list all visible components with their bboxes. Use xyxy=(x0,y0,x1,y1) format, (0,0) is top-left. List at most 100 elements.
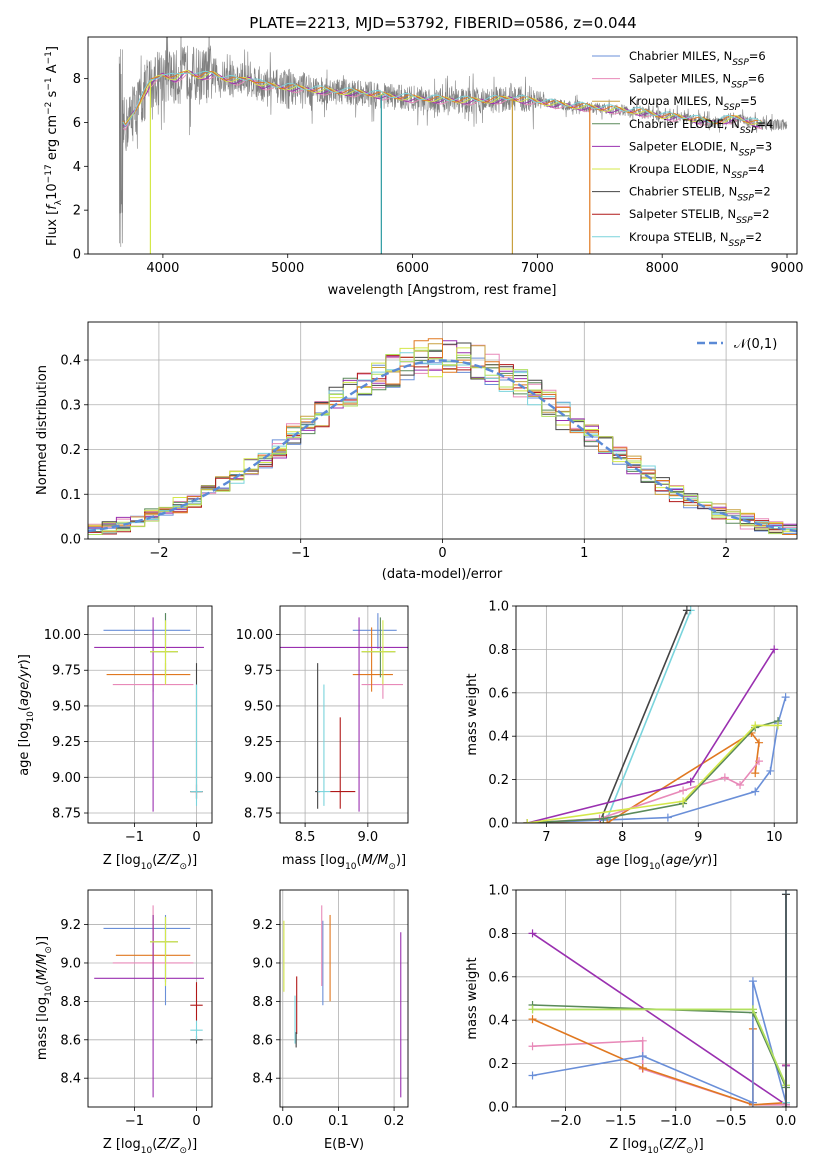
axes-frame xyxy=(279,889,409,1108)
legend-label: Kroupa STELIB, NSSP=2 xyxy=(629,230,762,249)
x-tick-label: 0 xyxy=(192,1114,200,1129)
weight-marker xyxy=(523,819,532,823)
axes-frame xyxy=(515,605,798,824)
y-tick-label: 8.4 xyxy=(60,1072,81,1087)
normal-curve xyxy=(88,359,797,533)
y-tick-label: 0.4 xyxy=(60,354,81,369)
axes-frame xyxy=(515,889,798,1108)
y-tick-label: 0.2 xyxy=(60,443,81,458)
plot-area-mass-vs-EBV xyxy=(283,905,402,1098)
spectrum-legend: Chabrier MILES, NSSP=6 Salpeter MILES, NS… xyxy=(592,49,773,249)
y-axis-label: Normed distribution xyxy=(35,365,50,495)
weight-marker xyxy=(603,819,612,823)
x-axis-label: (data-model)/error xyxy=(382,567,503,582)
y-tick-label: 0.8 xyxy=(488,927,509,942)
plot-area-age-vs-mass xyxy=(280,613,408,812)
y-tick-label: 9.00 xyxy=(52,771,81,786)
x-tick-label: 7000 xyxy=(521,261,554,276)
y-tick-label: 0.2 xyxy=(488,773,509,788)
y-tick-label: 9.2 xyxy=(60,918,81,933)
x-tick-label: −2.0 xyxy=(550,1114,582,1129)
legend-label: 𝒩(0,1) xyxy=(734,337,777,352)
legend-label: Salpeter ELODIE, NSSP=3 xyxy=(629,139,772,158)
y-tick-label: 8 xyxy=(73,72,81,87)
y-axis-label: age [log10(age/yr)] xyxy=(17,654,36,776)
y-tick-label: 9.2 xyxy=(252,918,273,933)
axes-spectrum: 4000 5000 6000 7000 8000 9000 0 2 4 6 8 Chabrier MI… xyxy=(44,36,804,298)
y-tick-label: 1.0 xyxy=(488,884,509,899)
x-tick-label: 4000 xyxy=(146,261,179,276)
y-tick-label: 0.0 xyxy=(488,817,509,832)
legend-label: Salpeter STELIB, NSSP=2 xyxy=(629,207,770,226)
y-tick-label: 8.6 xyxy=(252,1033,273,1048)
model-spectrum xyxy=(122,69,763,128)
legend-label: Chabrier ELODIE, NSSP=4 xyxy=(629,117,773,136)
x-axis-label: wavelength [Angstrom, rest frame] xyxy=(328,283,557,298)
legend-label: Chabrier STELIB, NSSP=2 xyxy=(629,185,771,204)
plot-area-weight-vs-Z xyxy=(528,890,790,1107)
x-tick-label: 9.0 xyxy=(357,830,378,845)
x-axis-label: age [log10(age/yr)] xyxy=(596,853,718,872)
y-tick-label: 0.6 xyxy=(488,686,509,701)
axes-mass-vs-Z: −1 0 8.4 8.6 8.8 9.0 9.2 Z [log10(Z/Z⊙)] mass [l… xyxy=(35,889,213,1156)
y-tick-label: 8.8 xyxy=(252,995,273,1010)
x-axis-label: E(B-V) xyxy=(324,1137,364,1152)
y-tick-label: 9.50 xyxy=(244,699,273,714)
x-tick-label: 0.2 xyxy=(384,1114,405,1129)
y-tick-label: 9.0 xyxy=(60,956,81,971)
x-tick-label: −2 xyxy=(149,546,168,561)
y-tick-label: 8.6 xyxy=(60,1033,81,1048)
axes-weight-vs-age: 7 8 9 10 0.0 0.2 0.4 0.6 0.8 1.0 age [log10(age/yr… xyxy=(465,600,798,872)
x-tick-label: 8.5 xyxy=(295,830,316,845)
weight-series xyxy=(527,696,787,823)
weight-marker xyxy=(748,977,757,986)
weight-marker xyxy=(748,1005,757,1014)
y-tick-label: 0.4 xyxy=(488,1014,509,1029)
weight-marker xyxy=(679,797,688,806)
weight-marker xyxy=(528,1005,537,1014)
plot-area-residuals xyxy=(88,338,797,535)
plot-area-spectrum xyxy=(118,37,788,254)
axes-mass-vs-EBV: 0.0 0.1 0.2 8.4 8.6 8.8 9.0 9.2 E(B-V) xyxy=(252,889,409,1152)
weight-marker xyxy=(528,1042,537,1051)
y-tick-label: 0.0 xyxy=(488,1101,509,1116)
axes-frame xyxy=(87,36,798,255)
y-tick-label: 8.75 xyxy=(244,807,273,822)
model-spectrum xyxy=(122,70,763,126)
axes-frame xyxy=(87,889,213,1108)
weight-marker xyxy=(663,813,672,822)
plot-area-weight-vs-age xyxy=(523,606,790,823)
x-tick-label: 5000 xyxy=(271,261,304,276)
weight-marker xyxy=(736,781,745,790)
x-axis-label: Z [log10(Z/Z⊙)] xyxy=(103,853,197,872)
weight-marker xyxy=(781,1103,790,1107)
x-axis-label: Z [log10(Z/Z⊙)] xyxy=(609,1137,703,1156)
x-tick-label: 6000 xyxy=(396,261,429,276)
weight-marker xyxy=(774,721,783,730)
y-tick-label: 10.00 xyxy=(44,628,81,643)
x-tick-label: −1 xyxy=(125,830,144,845)
x-tick-label: 9000 xyxy=(770,261,803,276)
y-tick-label: 0.1 xyxy=(60,488,81,503)
y-tick-label: 9.25 xyxy=(244,735,273,750)
legend-label: Kroupa MILES, NSSP=5 xyxy=(629,94,757,113)
model-spectrum xyxy=(122,70,763,127)
y-tick-label: 0.3 xyxy=(60,398,81,413)
x-tick-label: 8 xyxy=(618,830,626,845)
weight-series xyxy=(606,610,692,819)
axes-age-vs-Z: −1 0 8.75 9.00 9.25 9.50 9.75 10.00 Z [log10(Z/Z… xyxy=(17,605,213,872)
y-tick-label: 2 xyxy=(73,204,81,219)
x-tick-label: −1.0 xyxy=(660,1114,692,1129)
x-axis-label: Z [log10(Z/Z⊙)] xyxy=(103,1137,197,1156)
y-tick-label: 9.75 xyxy=(52,664,81,679)
weight-marker xyxy=(755,757,764,766)
x-tick-label: 0.1 xyxy=(328,1114,349,1129)
figure-title: PLATE=2213, MJD=53792, FIBERID=0586, z=0… xyxy=(249,14,636,32)
y-tick-label: 0.0 xyxy=(60,533,81,548)
weight-marker xyxy=(686,777,695,786)
y-tick-label: 8.4 xyxy=(252,1072,273,1087)
y-tick-label: 8.75 xyxy=(52,807,81,822)
weight-marker xyxy=(638,1063,647,1072)
weight-marker xyxy=(748,1098,757,1107)
